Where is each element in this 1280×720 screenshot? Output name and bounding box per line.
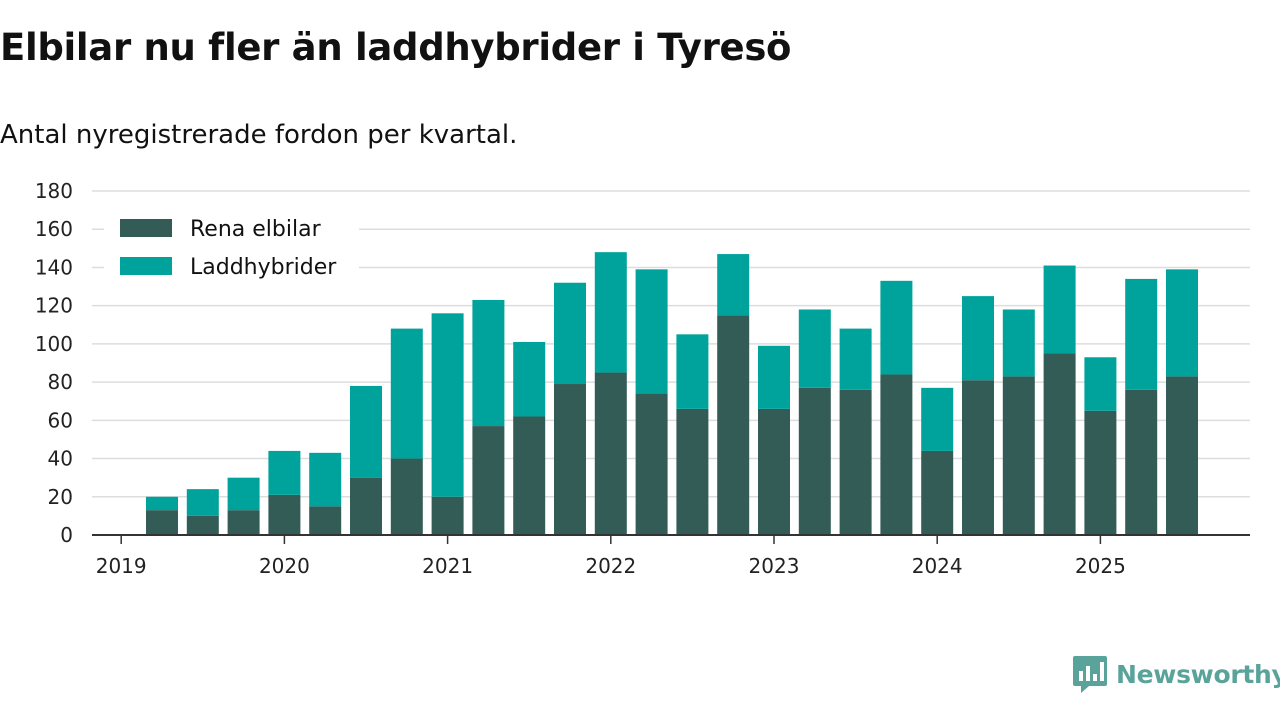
bar-laddhybrider — [186, 489, 219, 516]
bar-laddhybrider — [350, 385, 382, 478]
bar-laddhybrider — [839, 328, 872, 390]
x-tick-label: 2019 — [96, 554, 147, 578]
legend-item-rena-elbilar: Rena elbilar — [190, 217, 322, 242]
bar-laddhybrider — [472, 299, 505, 427]
legend-item-laddhybrider: Laddhybrider — [190, 255, 337, 280]
bar-rena-elbilar — [390, 458, 423, 535]
legend-swatch — [120, 219, 172, 237]
bar-laddhybrider — [1002, 309, 1035, 377]
x-tick-label: 2022 — [585, 554, 636, 578]
bar-laddhybrider — [1084, 357, 1117, 411]
bar-rena-elbilar — [186, 515, 219, 535]
bar-laddhybrider — [554, 282, 586, 385]
y-tick-label: 180 — [35, 179, 73, 203]
y-tick-label: 40 — [48, 447, 73, 471]
bar-rena-elbilar — [962, 380, 994, 535]
newsworthy-logo-icon — [1073, 656, 1107, 693]
bar-rena-elbilar — [268, 494, 301, 535]
y-tick-label: 100 — [35, 332, 73, 356]
bar-rena-elbilar — [921, 450, 954, 535]
bar-laddhybrider — [1166, 269, 1198, 377]
bar-laddhybrider — [1043, 265, 1076, 354]
bar-laddhybrider — [227, 477, 260, 511]
bar-laddhybrider — [921, 387, 954, 451]
bar-laddhybrider — [390, 328, 423, 459]
bar-rena-elbilar — [1125, 389, 1158, 535]
bar-rena-elbilar — [839, 389, 872, 535]
bar-laddhybrider — [635, 269, 668, 394]
bar-rena-elbilar — [554, 384, 586, 535]
y-axis: 0 20 40 60 80 100 120 140 160 180 — [35, 179, 73, 547]
bar-laddhybrider — [309, 452, 342, 507]
y-tick-label: 140 — [35, 255, 73, 279]
bar-laddhybrider — [758, 345, 790, 409]
bar-rena-elbilar — [1002, 376, 1035, 535]
bar-laddhybrider — [146, 496, 178, 511]
x-tick-label: 2025 — [1075, 554, 1126, 578]
bar-laddhybrider — [798, 309, 831, 388]
bar-rena-elbilar — [1043, 353, 1076, 535]
bar-laddhybrider — [717, 254, 750, 316]
bar-laddhybrider — [880, 280, 913, 375]
y-tick-label: 60 — [48, 408, 73, 432]
bar-laddhybrider — [1125, 278, 1158, 390]
bar-rena-elbilar — [635, 393, 668, 535]
x-axis: 2019 2020 2021 2022 2023 2024 2025 — [96, 535, 1126, 578]
y-tick-label: 120 — [35, 294, 73, 318]
bar-rena-elbilar — [431, 496, 464, 535]
bar-rena-elbilar — [676, 408, 709, 535]
legend-swatch — [120, 257, 172, 275]
bar-rena-elbilar — [798, 387, 831, 535]
legend: Rena elbilar Laddhybrider — [104, 205, 359, 293]
x-tick-label: 2021 — [422, 554, 473, 578]
x-tick-label: 2023 — [749, 554, 800, 578]
bar-rena-elbilar — [717, 315, 750, 535]
bar-rena-elbilar — [1084, 410, 1117, 535]
bar-laddhybrider — [513, 341, 546, 417]
chart-title: Elbilar nu fler än laddhybrider i Tyresö — [0, 26, 792, 69]
bar-rena-elbilar — [1166, 376, 1198, 535]
x-tick-label: 2024 — [912, 554, 963, 578]
bars — [146, 252, 1198, 535]
bar-rena-elbilar — [309, 506, 342, 535]
bar-rena-elbilar — [472, 426, 505, 535]
y-tick-label: 160 — [35, 217, 73, 241]
bar-rena-elbilar — [227, 510, 260, 535]
y-tick-label: 80 — [48, 370, 73, 394]
bar-laddhybrider — [268, 450, 301, 495]
bar-laddhybrider — [962, 296, 994, 381]
bar-laddhybrider — [676, 334, 709, 409]
chart-subtitle: Antal nyregistrerade fordon per kvartal. — [0, 120, 518, 150]
bar-rena-elbilar — [513, 416, 546, 535]
y-tick-label: 20 — [48, 485, 73, 509]
brand-logo: Newsworthy — [1072, 654, 1280, 694]
bar-rena-elbilar — [758, 408, 790, 535]
brand-name: Newsworthy — [1116, 659, 1280, 689]
bar-rena-elbilar — [146, 510, 178, 535]
bar-laddhybrider — [594, 252, 627, 373]
bar-rena-elbilar — [594, 372, 627, 535]
bar-rena-elbilar — [880, 374, 913, 535]
bar-laddhybrider — [431, 313, 464, 497]
y-tick-label: 0 — [60, 523, 73, 547]
x-tick-label: 2020 — [259, 554, 310, 578]
bar-rena-elbilar — [350, 477, 382, 535]
stacked-bar-chart: 0 20 40 60 80 100 120 140 160 180 2019 2020 2021 202… — [35, 179, 1250, 578]
